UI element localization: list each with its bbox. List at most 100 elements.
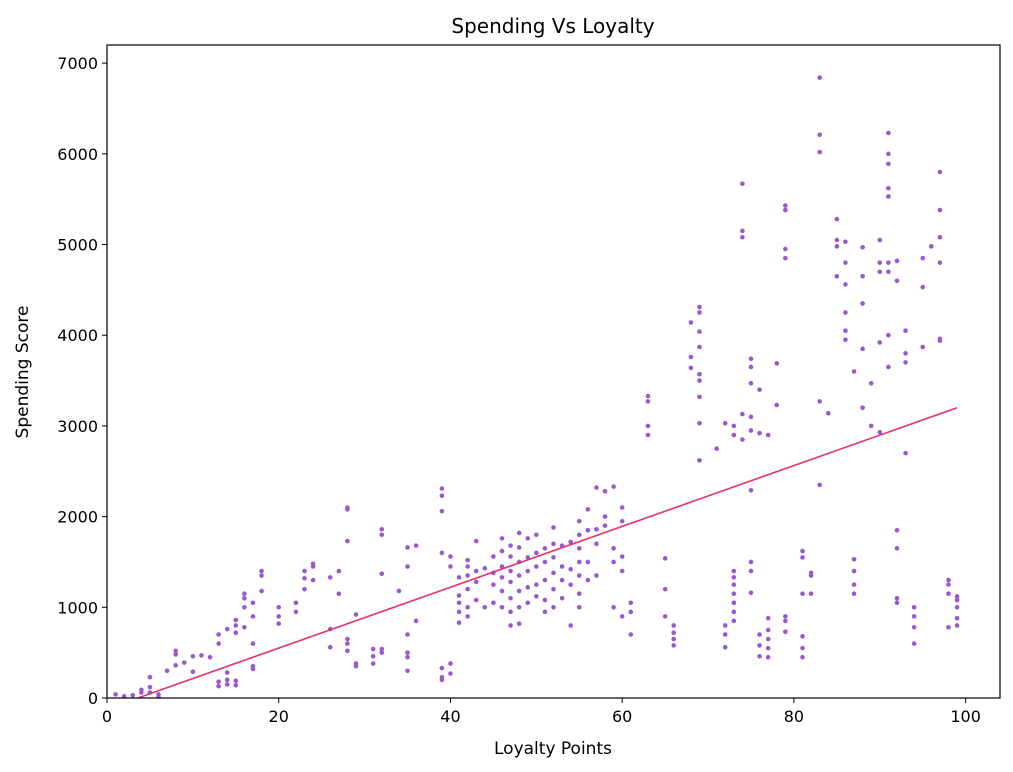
data-point: [843, 260, 848, 265]
data-point: [645, 423, 651, 429]
data-point: [937, 169, 943, 175]
data-point: [379, 527, 385, 532]
data-point: [765, 432, 771, 438]
data-point: [843, 239, 848, 245]
y-axis-label: Spending Score: [13, 306, 33, 439]
data-point: [242, 595, 247, 601]
data-point: [551, 541, 556, 547]
data-point: [551, 525, 556, 530]
data-point: [662, 614, 668, 619]
data-point: [894, 600, 900, 606]
y-tick-label: 4000: [57, 326, 98, 345]
data-point: [765, 645, 771, 651]
data-point: [774, 361, 780, 366]
data-point: [491, 554, 496, 559]
data-point: [688, 320, 694, 325]
x-tick-label: 100: [950, 707, 981, 726]
data-point: [473, 538, 479, 544]
data-point: [757, 632, 762, 637]
data-point: [800, 645, 805, 651]
data-point: [207, 654, 213, 660]
data-point: [886, 269, 891, 275]
data-point: [903, 450, 908, 456]
data-point: [568, 623, 573, 628]
data-point: [765, 636, 771, 642]
data-point: [121, 693, 127, 698]
data-point: [748, 488, 754, 493]
data-point: [740, 411, 745, 417]
data-point: [868, 380, 874, 386]
data-point: [499, 588, 505, 594]
data-point: [465, 557, 470, 563]
data-point: [894, 595, 900, 601]
data-point: [886, 364, 891, 370]
data-point: [731, 432, 737, 438]
data-point: [619, 614, 625, 619]
data-point: [525, 568, 531, 574]
data-point: [405, 545, 410, 550]
data-point: [147, 684, 153, 690]
data-point: [697, 394, 702, 400]
data-point: [628, 632, 634, 637]
data-point: [310, 577, 316, 583]
data-point: [242, 605, 247, 610]
data-point: [783, 255, 788, 261]
data-point: [190, 669, 196, 674]
data-point: [611, 605, 616, 610]
data-point: [800, 634, 805, 639]
data-point: [559, 564, 565, 569]
data-point: [722, 632, 728, 637]
data-point: [937, 234, 943, 240]
data-point: [894, 527, 900, 533]
data-point: [405, 650, 410, 655]
data-point: [508, 568, 513, 574]
data-point: [233, 630, 239, 635]
data-point: [499, 548, 505, 554]
data-point: [551, 605, 556, 610]
data-point: [327, 644, 333, 650]
trend-line-layer: [135, 407, 958, 698]
data-point: [851, 568, 857, 574]
data-point: [722, 644, 728, 650]
data-point: [748, 364, 754, 370]
data-point: [740, 181, 745, 187]
data-point: [877, 340, 883, 345]
data-point: [886, 151, 891, 157]
data-point: [173, 652, 178, 657]
data-point: [868, 423, 874, 429]
data-point: [508, 579, 513, 585]
data-point: [611, 546, 616, 551]
data-point: [757, 387, 762, 392]
data-point: [662, 556, 668, 561]
data-point: [542, 577, 548, 583]
data-point: [834, 273, 840, 279]
data-point: [585, 559, 591, 565]
data-point: [748, 568, 754, 574]
data-point: [877, 269, 883, 275]
data-point: [740, 228, 745, 234]
data-point: [345, 505, 350, 510]
data-point: [817, 132, 822, 138]
data-point: [405, 668, 410, 674]
data-point: [688, 365, 694, 371]
data-point: [439, 493, 445, 499]
data-point: [860, 405, 865, 411]
data-point: [568, 539, 573, 545]
data-point: [491, 600, 496, 606]
y-tick-label: 7000: [57, 54, 98, 73]
data-point: [576, 518, 582, 524]
data-point: [542, 546, 548, 551]
data-point: [199, 653, 204, 658]
data-point: [302, 586, 307, 592]
data-point: [688, 354, 694, 360]
x-tick-label: 0: [102, 707, 112, 726]
trend-line: [135, 407, 958, 698]
data-point: [559, 577, 565, 583]
data-point: [473, 568, 479, 574]
data-point: [611, 559, 616, 565]
data-point: [525, 600, 531, 606]
data-point: [224, 682, 230, 687]
data-point: [697, 420, 702, 426]
data-point: [542, 597, 548, 603]
